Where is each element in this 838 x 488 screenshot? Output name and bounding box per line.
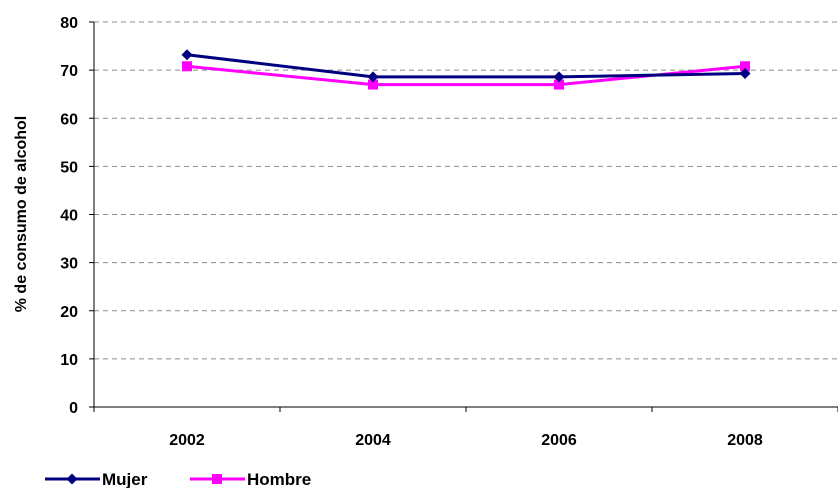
y-tick-label: 60 — [60, 111, 78, 128]
data-point-square — [554, 79, 564, 90]
series-group — [181, 49, 751, 90]
y-axis-ticks: 0 10 20 30 40 50 60 70 80 — [60, 15, 94, 417]
data-point-diamond — [66, 473, 78, 485]
legend-item-mujer: Mujer — [45, 470, 148, 488]
y-tick-label: 10 — [60, 352, 78, 369]
gridlines — [94, 21, 838, 360]
y-tick-label: 20 — [60, 304, 78, 321]
y-tick-label: 40 — [60, 208, 78, 225]
series-mujer — [181, 49, 751, 83]
legend: Mujer Hombre — [45, 470, 311, 488]
x-tick-label: 2006 — [541, 432, 577, 449]
data-point-diamond — [553, 71, 565, 83]
legend-label: Mujer — [102, 470, 148, 488]
data-point-square — [182, 61, 192, 72]
data-point-diamond — [739, 67, 751, 79]
x-tick-label: 2004 — [355, 432, 391, 449]
y-axis-title: % de consumo de alcohol — [13, 116, 30, 312]
x-tick-label: 2002 — [169, 432, 205, 449]
x-tick-label: 2008 — [727, 432, 763, 449]
legend-item-hombre: Hombre — [190, 470, 311, 488]
y-tick-label: 70 — [60, 63, 78, 80]
data-point-diamond — [367, 71, 379, 83]
legend-label: Hombre — [247, 470, 311, 488]
data-point-square — [212, 474, 222, 484]
y-tick-label: 50 — [60, 159, 78, 176]
data-point-square — [740, 61, 750, 72]
y-tick-label: 0 — [69, 400, 78, 417]
x-axis-ticks: 2002 2004 2006 2008 — [93, 407, 838, 449]
y-tick-label: 30 — [60, 256, 78, 273]
series-line — [186, 53, 746, 79]
y-tick-label: 80 — [60, 15, 78, 32]
data-point-diamond — [181, 49, 193, 61]
data-point-square — [368, 79, 378, 90]
